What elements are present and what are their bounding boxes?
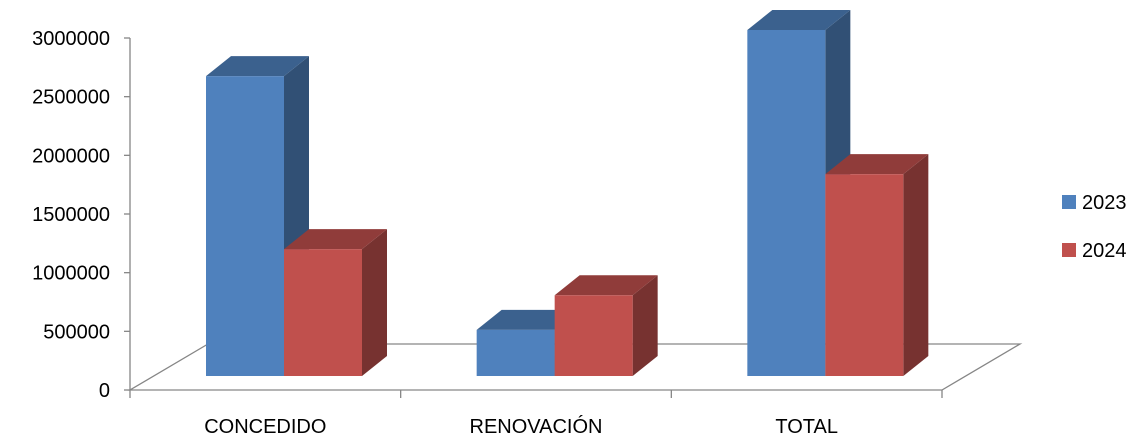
legend-label: 2023 <box>1082 192 1127 214</box>
category-label: TOTAL <box>775 416 838 438</box>
y-tick-label: 2000000 <box>32 145 110 167</box>
category-labels: CONCEDIDO RENOVACIÓN TOTAL <box>204 415 838 438</box>
bar-2024-0 <box>284 229 387 376</box>
legend: 2023 2024 <box>1062 192 1127 262</box>
y-tick-label: 1500000 <box>32 204 110 226</box>
bars-layer <box>206 10 929 377</box>
y-tick-label: 1000000 <box>32 263 110 285</box>
y-tick-label: 0 <box>99 380 110 402</box>
axis-layer: 0 500000 1000000 1500000 2000000 2500000 30000… <box>32 28 943 402</box>
chart-floor <box>127 343 1023 391</box>
bar-2024-1 <box>554 275 658 376</box>
floor-layer <box>127 343 1023 391</box>
legend-swatch <box>1062 195 1076 209</box>
bar-2024-2 <box>825 154 929 376</box>
y-tick-label: 500000 <box>43 321 110 343</box>
y-tick-label: 2500000 <box>32 87 110 109</box>
y-tick-label: 3000000 <box>32 28 110 50</box>
category-label: RENOVACIÓN <box>470 415 603 438</box>
legend-swatch <box>1062 243 1076 257</box>
legend-label: 2024 <box>1082 240 1127 262</box>
category-label: CONCEDIDO <box>204 416 326 438</box>
